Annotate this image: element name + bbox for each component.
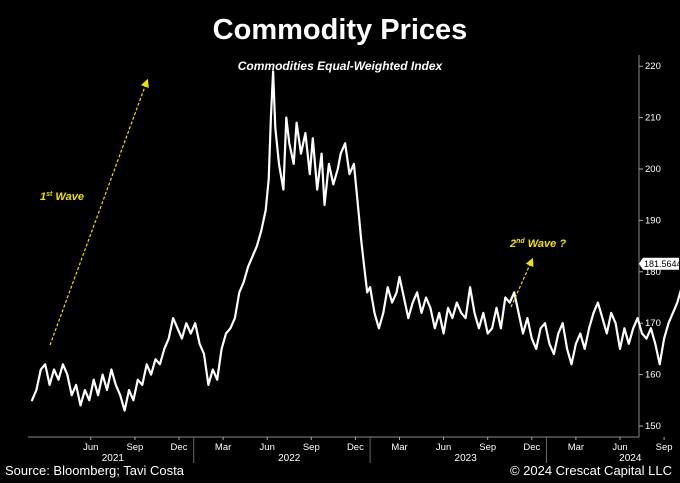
x-tick-label: Sep [479, 442, 496, 453]
chart-title: Commodity Prices [212, 14, 468, 46]
x-tick-label: Mar [215, 442, 231, 453]
year-label: 2023 [455, 453, 478, 464]
x-tick-label: Dec [347, 442, 364, 453]
series-group [30, 70, 680, 412]
annotation-group: 1st Wave 2nd Wave ? [40, 78, 566, 346]
copyright-note: © 2024 Crescat Capital LLC [509, 463, 672, 478]
y-tick-label: 210 [645, 113, 661, 124]
y-tick-label: 150 [645, 421, 661, 432]
last-value-box [639, 257, 679, 270]
year-label: 2022 [278, 453, 301, 464]
first-wave-label: 1st Wave [40, 191, 84, 203]
x-tick-label: Mar [391, 442, 407, 453]
x-tick-label: Jun [436, 442, 451, 453]
y-tick-label: 160 [645, 370, 661, 381]
x-tick-label: Sep [656, 442, 673, 453]
y-tick-label: 220 [645, 61, 661, 72]
x-tick-label: Jun [612, 442, 627, 453]
year-label: 2021 [102, 453, 125, 464]
second-wave-label: 2nd Wave ? [509, 238, 566, 250]
x-tick-label: Mar [568, 442, 584, 453]
x-tick-label: Sep [126, 442, 143, 453]
x-tick-label: Jun [260, 442, 275, 453]
y-tick-label: 200 [645, 164, 661, 175]
chart-subtitle: Commodities Equal-Weighted Index [237, 59, 443, 73]
x-tick-label: Dec [171, 442, 188, 453]
second-wave-arrow [510, 257, 534, 308]
x-tick-label: Sep [303, 442, 320, 453]
first-wave-arrow [49, 78, 149, 346]
axes-group: 150 160 170 180 190 200 210 220 Jun Sep Dec Mar Jun S… [28, 55, 680, 464]
y-tick-label: 170 [645, 318, 661, 329]
y-tick-label: 180 [645, 267, 661, 278]
source-note: Source: Bloomberg; Tavi Costa [5, 463, 184, 478]
last-value-label: 181.5644 [644, 259, 680, 269]
year-label: 2024 [619, 453, 642, 464]
x-tick-label: Jun [83, 442, 98, 453]
y-tick-label: 190 [645, 215, 661, 226]
series-line [30, 70, 680, 412]
x-tick-label: Dec [523, 442, 540, 453]
